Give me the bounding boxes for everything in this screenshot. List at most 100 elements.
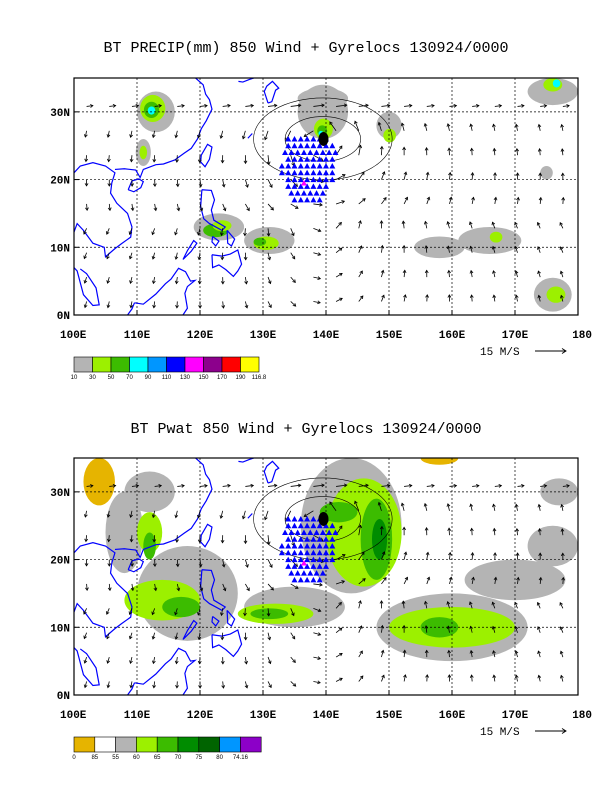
streamline bbox=[284, 496, 361, 542]
wind-vector bbox=[244, 559, 249, 568]
wind-arrowhead bbox=[516, 196, 520, 201]
lon-label: 180 bbox=[572, 330, 592, 342]
wind-vector bbox=[197, 608, 201, 616]
wind-vector bbox=[267, 155, 270, 165]
wind-vector bbox=[425, 245, 428, 253]
gyre-marker bbox=[316, 163, 323, 169]
coastline bbox=[114, 78, 213, 179]
wind-vector bbox=[152, 510, 156, 518]
wind-arrowhead bbox=[492, 294, 497, 299]
wind-vector bbox=[358, 270, 363, 278]
wind-arrowhead bbox=[493, 172, 497, 176]
wind-vector bbox=[448, 650, 450, 658]
wind-arrowhead bbox=[107, 207, 112, 212]
wind-arrowhead bbox=[402, 244, 406, 249]
gyre-marker bbox=[297, 196, 304, 203]
wind-arrowhead bbox=[514, 123, 519, 128]
wind-arrowhead bbox=[174, 636, 179, 640]
shading-blob bbox=[552, 79, 561, 88]
wind-vector bbox=[129, 252, 133, 259]
wind-arrowhead bbox=[174, 280, 179, 285]
wind-vector bbox=[449, 485, 457, 487]
wind-vector bbox=[426, 172, 429, 180]
gyre-marker bbox=[282, 149, 289, 155]
wind-arrowhead bbox=[402, 649, 407, 654]
gyre-marker bbox=[310, 176, 317, 183]
gyre-marker bbox=[323, 543, 329, 549]
wind-vector bbox=[220, 130, 224, 139]
wind-vector bbox=[426, 105, 435, 107]
wind-arrowhead bbox=[339, 272, 343, 277]
map-panel-1: 30N 20N 10N 0N 100E 110E 120E 130E 140E 150E 160E 1… bbox=[50, 77, 592, 381]
lon-label: 140E bbox=[313, 330, 340, 342]
wind-arrowhead bbox=[197, 232, 201, 236]
gyre-marker bbox=[310, 536, 317, 542]
wind-vector bbox=[174, 228, 178, 235]
wind-vector bbox=[222, 301, 224, 309]
wind-arrowhead bbox=[560, 528, 565, 532]
wind-arrowhead bbox=[515, 527, 520, 532]
wind-vector bbox=[381, 171, 385, 180]
wind-arrowhead bbox=[317, 680, 321, 685]
wind-vector bbox=[199, 203, 203, 211]
wind-vector bbox=[86, 485, 93, 487]
wind-arrowhead bbox=[447, 147, 452, 151]
wind-arrowhead bbox=[219, 232, 224, 237]
lon-label: 170E bbox=[502, 710, 529, 722]
colorbar-label: 116.8 bbox=[252, 375, 267, 381]
gyre-marker bbox=[291, 576, 298, 583]
gyre-marker bbox=[297, 183, 304, 189]
gyre-marker bbox=[297, 522, 304, 529]
wind-arrowhead bbox=[175, 159, 179, 163]
gyre-marker bbox=[310, 196, 317, 203]
wind-vector bbox=[425, 625, 428, 633]
wind-arrowhead bbox=[264, 516, 268, 521]
wind-arrowhead bbox=[561, 576, 566, 581]
wind-vector bbox=[358, 625, 362, 633]
shading-blob bbox=[540, 166, 553, 180]
wind-arrowhead bbox=[197, 256, 202, 261]
wind-arrowhead bbox=[559, 601, 563, 606]
wind-vector bbox=[84, 510, 87, 518]
wind-vector bbox=[222, 559, 225, 567]
wind-arrowhead bbox=[543, 104, 548, 108]
wind-vector bbox=[539, 148, 541, 156]
wind-vector bbox=[562, 105, 570, 107]
wind-arrowhead bbox=[152, 539, 157, 543]
wind-vector bbox=[493, 270, 496, 278]
wind-arrowhead bbox=[559, 221, 563, 226]
lat-label: 20N bbox=[50, 176, 70, 188]
wind-vector bbox=[493, 124, 496, 131]
wind-vector bbox=[176, 203, 180, 211]
wind-arrowhead bbox=[204, 103, 208, 108]
wind-vector bbox=[198, 632, 201, 640]
wind-arrowhead bbox=[354, 120, 358, 125]
wind-arrowhead bbox=[174, 514, 179, 519]
gyre-marker bbox=[304, 515, 311, 522]
wind-arrowhead bbox=[176, 587, 181, 592]
wind-arrowhead bbox=[130, 183, 134, 187]
wind-vector bbox=[358, 245, 362, 253]
wind-arrowhead bbox=[425, 674, 429, 678]
wind-arrowhead bbox=[89, 104, 94, 108]
wind-arrowhead bbox=[359, 675, 364, 680]
gyre-marker bbox=[291, 169, 298, 176]
colorbar-swatch bbox=[203, 356, 223, 373]
wind-vector bbox=[222, 583, 226, 591]
wind-vector bbox=[537, 270, 541, 278]
shading-blob bbox=[458, 226, 522, 255]
wind-vector bbox=[107, 656, 110, 664]
gyre-marker bbox=[332, 529, 339, 535]
wind-vector bbox=[402, 601, 405, 609]
wind-vector bbox=[85, 535, 87, 542]
wind-arrowhead bbox=[338, 525, 343, 530]
wind-vector bbox=[562, 485, 570, 487]
wind-arrowhead bbox=[424, 527, 429, 531]
lon-label: 100E bbox=[60, 710, 87, 722]
wind-arrowhead bbox=[380, 244, 385, 249]
wind-vector bbox=[471, 675, 473, 682]
wind-vector bbox=[154, 105, 162, 107]
wind-arrowhead bbox=[402, 146, 406, 151]
wind-arrowhead bbox=[106, 304, 111, 309]
wind-vector bbox=[517, 197, 519, 204]
